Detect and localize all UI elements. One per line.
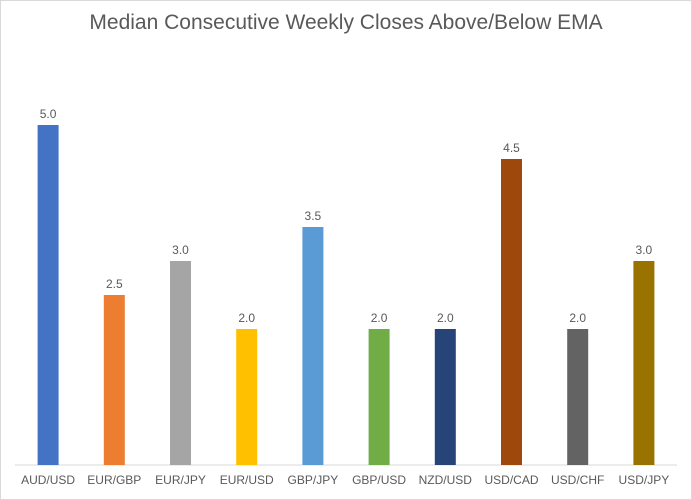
bar-eur-gbp (103, 295, 125, 465)
bar-nzd-usd (434, 329, 456, 465)
data-label-usd-jpy: 3.0 (636, 243, 653, 257)
x-tick-label-usd-chf: USD/CHF (551, 473, 604, 487)
data-label-usd-cad: 4.5 (503, 141, 520, 155)
data-label-eur-gbp: 2.5 (106, 277, 123, 291)
x-tick-label-eur-usd: EUR/USD (220, 473, 274, 487)
x-tick-label-eur-gbp: EUR/GBP (87, 473, 141, 487)
bar-gbp-jpy (302, 227, 324, 465)
bar-usd-cad (501, 159, 522, 465)
bar-usd-jpy (633, 261, 655, 465)
data-label-eur-usd: 2.0 (238, 311, 255, 325)
bar-gbp-usd (368, 329, 390, 465)
x-tick-label-usd-cad: USD/CAD (484, 473, 538, 487)
bar-eur-jpy (170, 261, 191, 465)
x-tick-label-nzd-usd: NZD/USD (419, 473, 473, 487)
x-tick-label-usd-jpy: USD/JPY (619, 473, 670, 487)
data-label-usd-chf: 2.0 (569, 311, 586, 325)
bar-usd-chf (567, 329, 589, 465)
x-tick-label-gbp-usd: GBP/USD (352, 473, 406, 487)
x-tick-label-aud-usd: AUD/USD (21, 473, 75, 487)
bar-eur-usd (236, 329, 258, 465)
x-tick-label-eur-jpy: EUR/JPY (155, 473, 206, 487)
data-label-gbp-jpy: 3.5 (305, 209, 322, 223)
data-label-eur-jpy: 3.0 (172, 243, 189, 257)
data-label-nzd-usd: 2.0 (437, 311, 454, 325)
x-tick-label-gbp-jpy: GBP/JPY (288, 473, 339, 487)
data-label-aud-usd: 5.0 (40, 107, 57, 121)
bar-aud-usd (37, 125, 59, 465)
data-label-gbp-usd: 2.0 (371, 311, 388, 325)
chart-title: Median Consecutive Weekly Closes Above/B… (89, 11, 603, 34)
